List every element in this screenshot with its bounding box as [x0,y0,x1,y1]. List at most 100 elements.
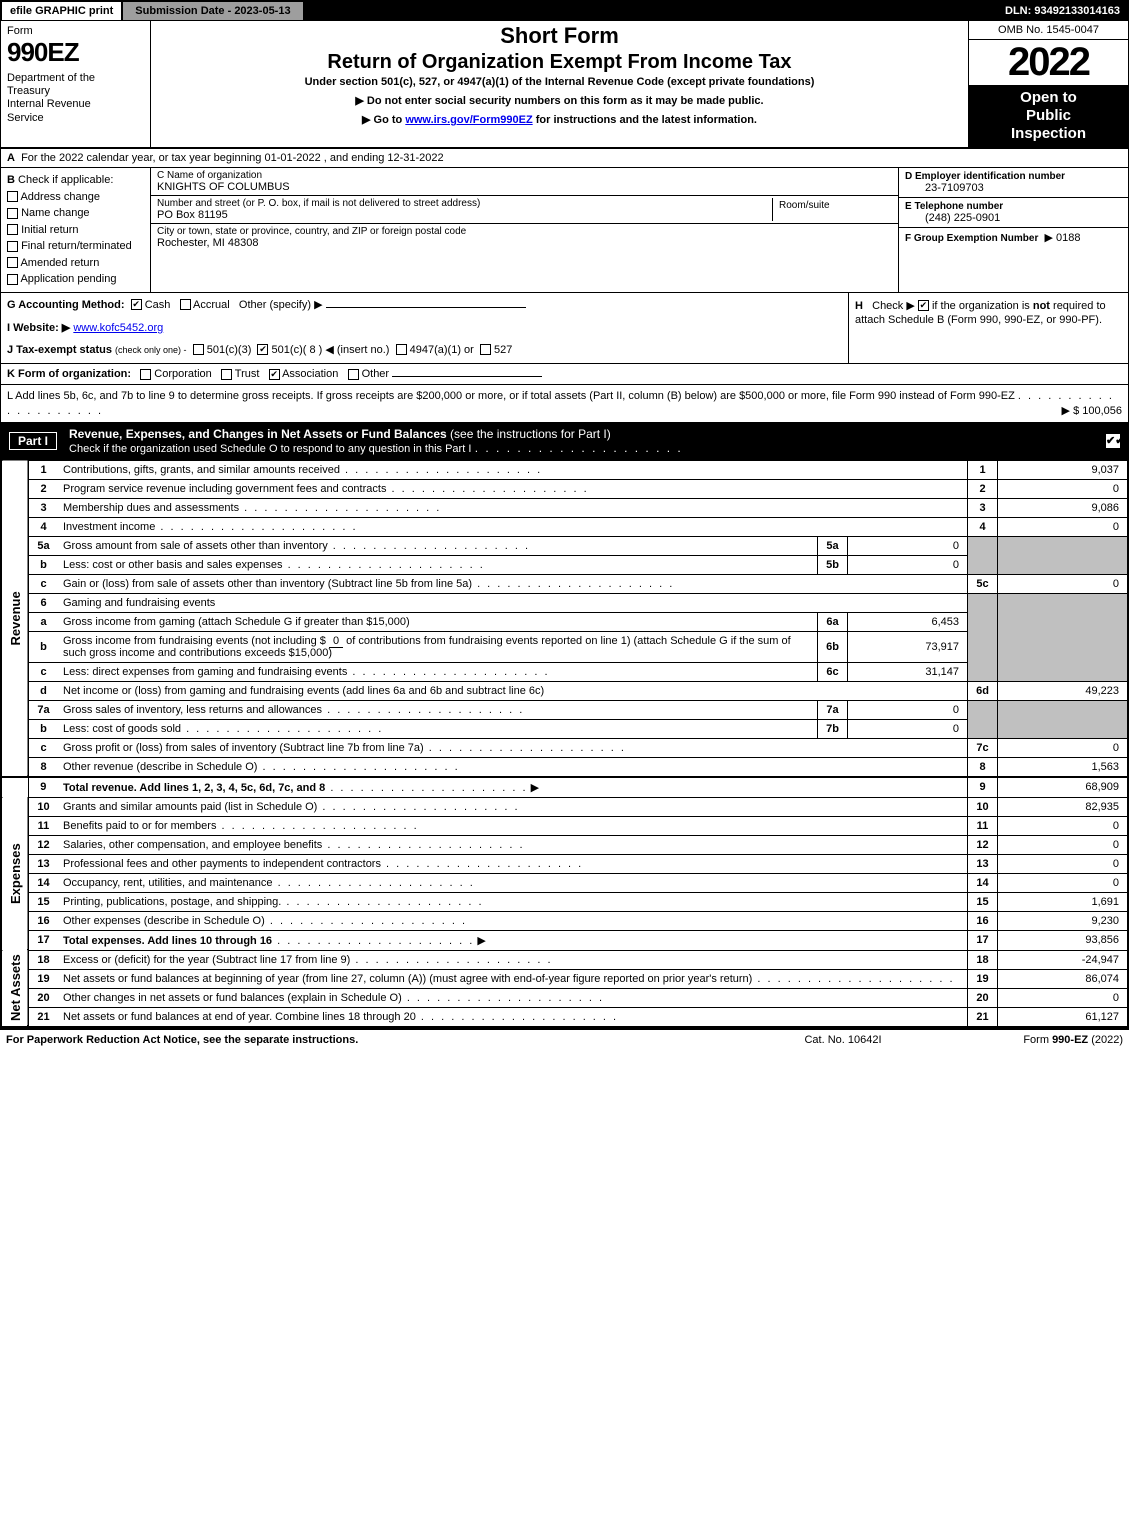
ein-value: 23-7109703 [925,182,1122,194]
lno-16: 16 [28,911,58,930]
desc-7b: Less: cost of goods sold [58,719,818,738]
h-label: H [855,300,863,312]
lno-3: 3 [28,498,58,517]
amt-12: 0 [998,835,1128,854]
i-label: I Website: ▶ [7,322,70,334]
desc-7a: Gross sales of inventory, less returns a… [58,700,818,719]
group-exemption-value: ▶ 0188 [1044,232,1080,244]
rlno-13: 13 [968,854,998,873]
efile-button[interactable]: efile GRAPHIC print [1,1,122,21]
cb-corporation[interactable] [140,369,151,380]
phone-row: E Telephone number (248) 225-0901 [899,198,1128,228]
desc-14: Occupancy, rent, utilities, and maintena… [58,873,968,892]
line-a: A For the 2022 calendar year, or tax yea… [1,149,1128,168]
cb-schedule-o-part-i[interactable]: ✔ [1106,434,1120,448]
page-footer: For Paperwork Reduction Act Notice, see … [0,1028,1129,1050]
cb-amended-return[interactable]: Amended return [7,255,144,272]
grey-7b [968,719,998,738]
netassets-vlabel: Net Assets [2,950,29,1026]
rlno-2: 2 [968,479,998,498]
under-section: Under section 501(c), 527, or 4947(a)(1)… [159,76,960,88]
lno-7a: 7a [28,700,58,719]
section-b-right: D Employer identification number 23-7109… [898,168,1128,292]
ssn-warning: ▶ Do not enter social security numbers o… [159,94,960,107]
part-i-tag: Part I [9,432,57,450]
city-value: Rochester, MI 48308 [157,237,892,249]
cb-cash[interactable] [131,299,142,310]
grey-7a-amt [998,700,1128,719]
j-note: (check only one) - [115,345,187,355]
lno-10: 10 [28,797,58,816]
desc-4: Investment income [58,517,968,536]
address-row: Number and street (or P. O. box, if mail… [151,196,898,224]
desc-7c: Gross profit or (loss) from sales of inv… [58,738,968,757]
desc-21: Net assets or fund balances at end of ye… [58,1007,968,1026]
grey-7a [968,700,998,719]
city-row: City or town, state or province, country… [151,224,898,251]
addr-label: Number and street (or P. O. box, if mail… [157,198,772,209]
room-suite: Room/suite [772,198,892,221]
desc-2: Program service revenue including govern… [58,479,968,498]
desc-6: Gaming and fundraising events [58,593,968,612]
lno-18: 18 [28,950,58,969]
cb-527[interactable] [480,344,491,355]
form-number: 990EZ [7,37,144,68]
revenue-vlabel: Revenue [2,460,29,777]
lno-7c: c [28,738,58,757]
amt-8: 1,563 [998,757,1128,777]
cb-name-change[interactable]: Name change [7,205,144,222]
lno-11: 11 [28,816,58,835]
expenses-vlabel: Expenses [2,797,29,950]
website-link[interactable]: www.kofc5452.org [73,322,163,334]
cb-address-change[interactable]: Address change [7,189,144,206]
header-left: Form 990EZ Department of theTreasuryInte… [1,21,151,147]
lno-1: 1 [28,460,58,479]
goto-post: for instructions and the latest informat… [533,114,757,126]
cb-other-org[interactable] [348,369,359,380]
section-b: B Check if applicable: Address change Na… [1,168,1128,293]
desc-8: Other revenue (describe in Schedule O) [58,757,968,777]
lno-21: 21 [28,1007,58,1026]
ein-row: D Employer identification number 23-7109… [899,168,1128,198]
desc-6d: Net income or (loss) from gaming and fun… [58,681,968,700]
sub-6a: 6a [818,612,848,631]
cb-501c3[interactable] [193,344,204,355]
cb-initial-return[interactable]: Initial return [7,222,144,239]
amt-13: 0 [998,854,1128,873]
amt-5c: 0 [998,574,1128,593]
cb-association[interactable] [269,369,280,380]
org-name: KNIGHTS OF COLUMBUS [157,181,892,193]
other-org-blank[interactable] [392,376,542,377]
rlno-21: 21 [968,1007,998,1026]
cb-accrual[interactable] [180,299,191,310]
amt-3: 9,086 [998,498,1128,517]
lno-7b: b [28,719,58,738]
subamt-6a: 6,453 [848,612,968,631]
cb-4947[interactable] [396,344,407,355]
footer-catno: Cat. No. 10642I [743,1034,943,1046]
grey-6b [968,631,998,662]
cb-schedule-b[interactable] [918,300,929,311]
line-a-label: A [7,152,15,164]
cb-501c[interactable] [257,344,268,355]
subamt-5b: 0 [848,555,968,574]
c-label: C Name of organization [157,170,892,181]
desc-17: Total expenses. Add lines 10 through 16 … [58,930,968,950]
form-container: efile GRAPHIC print Submission Date - 20… [0,0,1129,1028]
rlno-11: 11 [968,816,998,835]
rev-bottom-corner [2,777,29,798]
desc-11: Benefits paid to or for members [58,816,968,835]
amt-20: 0 [998,988,1128,1007]
footer-left: For Paperwork Reduction Act Notice, see … [6,1034,743,1046]
desc-9: Total revenue. Add lines 1, 2, 3, 4, 5c,… [58,777,968,798]
cb-final-return[interactable]: Final return/terminated [7,238,144,255]
section-b-mid: C Name of organization KNIGHTS OF COLUMB… [151,168,898,292]
irs-link[interactable]: www.irs.gov/Form990EZ [405,114,532,126]
rlno-6d: 6d [968,681,998,700]
lno-6: 6 [28,593,58,612]
cb-trust[interactable] [221,369,232,380]
other-specify-blank[interactable] [326,307,526,308]
rlno-9: 9 [968,777,998,798]
h-txt2: if the organization is [932,300,1030,312]
cb-application-pending[interactable]: Application pending [7,271,144,288]
